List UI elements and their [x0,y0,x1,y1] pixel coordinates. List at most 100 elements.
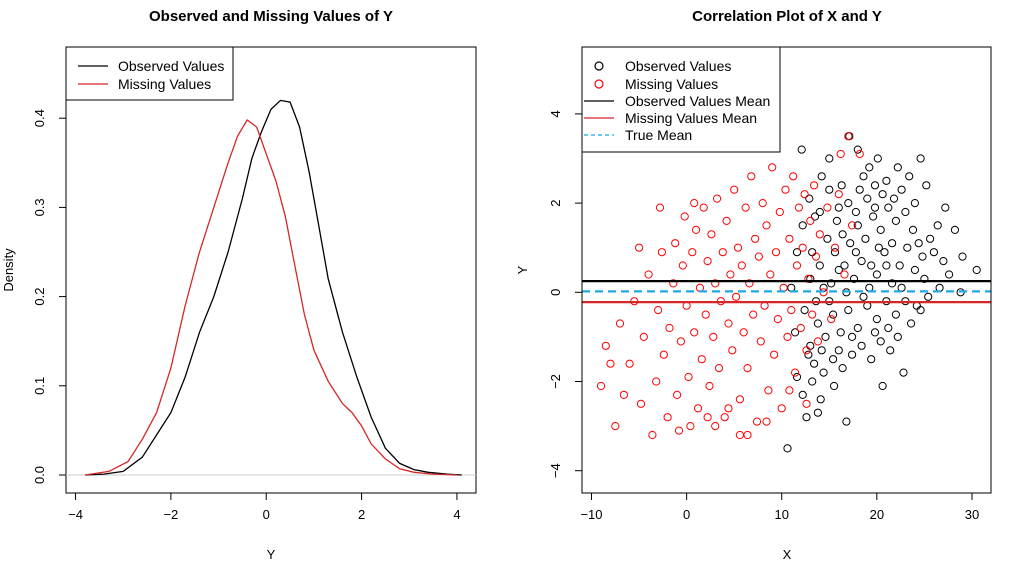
observed-point [910,199,920,208]
missing-point [836,149,845,159]
missing-density-line [85,119,457,476]
observed-point [872,315,882,324]
scatter-plot-frame [581,46,992,494]
missing-point [730,185,739,194]
observed-point [893,332,902,341]
x-tick-label: −2 [163,507,178,522]
observed-point [886,346,895,355]
scatter-mean-lines [582,280,991,304]
x-tick-label: 30 [965,507,979,522]
observed-point [830,248,840,257]
missing-point [840,270,849,279]
observed-point [844,199,853,208]
observed-point [867,261,876,270]
scatter-title: Correlation Plot of X and Y [692,8,882,25]
legend-label-observed: Observed Values [118,58,224,74]
missing-point [636,399,646,408]
observed-point [792,372,802,382]
missing-point [676,337,686,346]
observed-point [805,194,814,203]
observed-point [816,395,825,404]
missing-point [669,279,678,288]
observed-point [830,381,839,391]
observed-point [834,265,843,275]
x-tick-label: 0 [263,507,270,522]
missing-point [611,422,620,431]
legend-label-true-mean: True Mean [625,127,692,143]
missing-point [596,381,606,391]
observed-point [837,181,846,190]
observed-point [870,203,880,212]
missing-point [785,386,794,395]
observed-point [922,181,931,190]
missing-point [635,243,644,252]
missing-point [798,243,807,252]
x-tick-label: 0 [683,507,690,522]
scatter-legend-box [581,46,781,153]
missing-point [657,248,667,257]
missing-point [724,319,733,328]
observed-point [827,279,836,288]
observed-point [918,252,927,261]
observed-point [829,310,838,319]
observed-point [933,221,942,230]
observed-point [926,234,935,243]
missing-point [758,199,767,208]
observed-point [941,203,950,212]
observed-point [848,350,857,359]
observed-point [891,310,901,319]
observed-point [832,216,842,225]
density-x-axis: −4 −2 0 2 4 [68,492,461,522]
observed-point [914,239,923,248]
scatter-legend: Observed Values Missing Values Observed … [581,46,781,153]
y-tick-label: 0.1 [32,377,47,395]
observed-point [849,274,859,283]
y-tick-label: −2 [548,374,563,389]
observed-point [825,154,834,163]
missing-point [810,181,819,190]
missing-point [733,243,743,252]
missing-point [693,404,703,413]
observed-density-line [85,99,462,476]
observed-point [838,230,847,239]
observed-point [870,328,880,337]
missing-point [777,404,786,413]
x-tick-label: 2 [358,507,365,522]
observed-point [929,248,939,257]
observed-point [872,270,882,279]
y-tick-label: 0.3 [32,198,47,216]
y-tick-label: 0 [548,289,563,296]
observed-point [817,346,826,355]
observed-point [863,194,872,203]
missing-point [808,310,817,319]
observed-point [901,207,910,217]
density-title: Observed and Missing Values of Y [149,8,393,25]
observed-point [829,355,838,364]
observed-point [859,172,868,181]
observed-point [857,341,866,350]
y-tick-label: −4 [548,463,563,478]
missing-point [783,332,792,341]
missing-point [735,395,745,404]
observed-point [851,248,861,257]
observed-point [783,444,792,453]
density-y-axis: 0.0 0.1 0.2 0.3 0.4 [32,109,66,484]
observed-point [802,413,811,422]
missing-point [680,212,689,221]
missing-point [754,252,764,261]
missing-point [781,185,790,194]
y-tick-label: 0.4 [32,109,47,127]
missing-point [800,190,809,199]
missing-point [752,417,762,426]
observed-point [823,234,832,243]
observed-point [939,257,948,266]
scatter-y-axis: −4 −2 0 2 4 [548,110,582,478]
missing-point [615,319,625,328]
missing-point [756,337,765,346]
observed-point [844,306,853,315]
y-tick-label: 4 [548,110,563,117]
observed-point [859,292,868,301]
legend-label-missing-mean: Missing Values Mean [625,110,757,126]
missing-point [823,203,832,212]
missing-point [735,430,745,440]
